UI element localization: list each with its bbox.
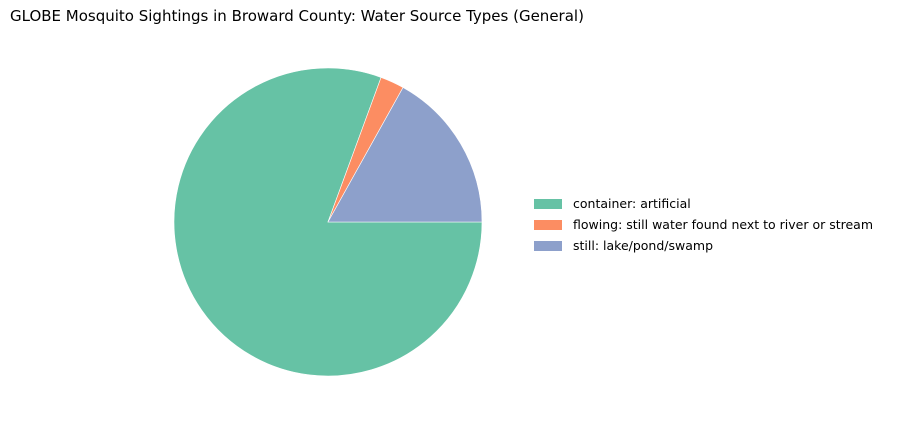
legend-label: flowing: still water found next to river… xyxy=(573,217,874,232)
chart-title: GLOBE Mosquito Sightings in Broward Coun… xyxy=(10,7,584,25)
legend-item-flowing: flowing: still water found next to river… xyxy=(534,214,873,235)
legend: container: artificial flowing: still wat… xyxy=(534,193,873,256)
pie-slice-still xyxy=(327,87,483,223)
legend-swatch xyxy=(534,219,562,230)
legend-item-still: still: lake/pond/swamp xyxy=(534,235,873,256)
legend-swatch xyxy=(534,240,562,251)
legend-label: still: lake/pond/swamp xyxy=(573,238,714,253)
legend-swatch xyxy=(534,198,562,209)
legend-item-container-artificial: container: artificial xyxy=(534,193,873,214)
legend-label: container: artificial xyxy=(573,196,691,211)
